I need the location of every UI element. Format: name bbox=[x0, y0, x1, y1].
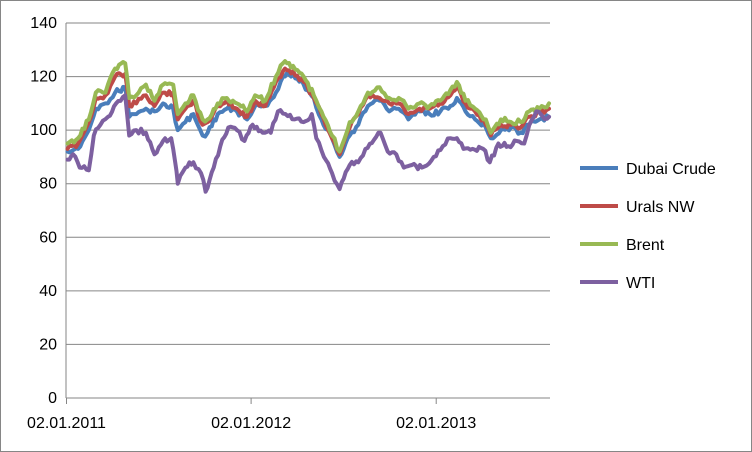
y-tick-label: 80 bbox=[39, 176, 57, 193]
y-tick-label: 100 bbox=[30, 122, 57, 139]
y-tick-label: 40 bbox=[39, 283, 57, 300]
y-tick-label: 120 bbox=[30, 69, 57, 86]
y-tick-label: 140 bbox=[30, 15, 57, 32]
legend-label: Dubai Crude bbox=[626, 161, 716, 178]
series-line-brent bbox=[65, 59, 551, 154]
x-tick-label: 02.01.2011 bbox=[27, 415, 106, 432]
y-tick-label: 20 bbox=[39, 336, 57, 353]
series-line-dubai-crude bbox=[65, 71, 551, 159]
y-tick-label: 0 bbox=[48, 390, 57, 407]
x-tick-label: 02.01.2012 bbox=[211, 415, 291, 432]
legend-label: Brent bbox=[626, 237, 665, 254]
series-line-wti bbox=[65, 93, 551, 194]
legend-label: WTI bbox=[626, 275, 655, 292]
y-tick-label: 60 bbox=[39, 229, 57, 246]
legend-label: Urals NW bbox=[626, 199, 695, 216]
x-tick-label: 02.01.2013 bbox=[396, 415, 476, 432]
